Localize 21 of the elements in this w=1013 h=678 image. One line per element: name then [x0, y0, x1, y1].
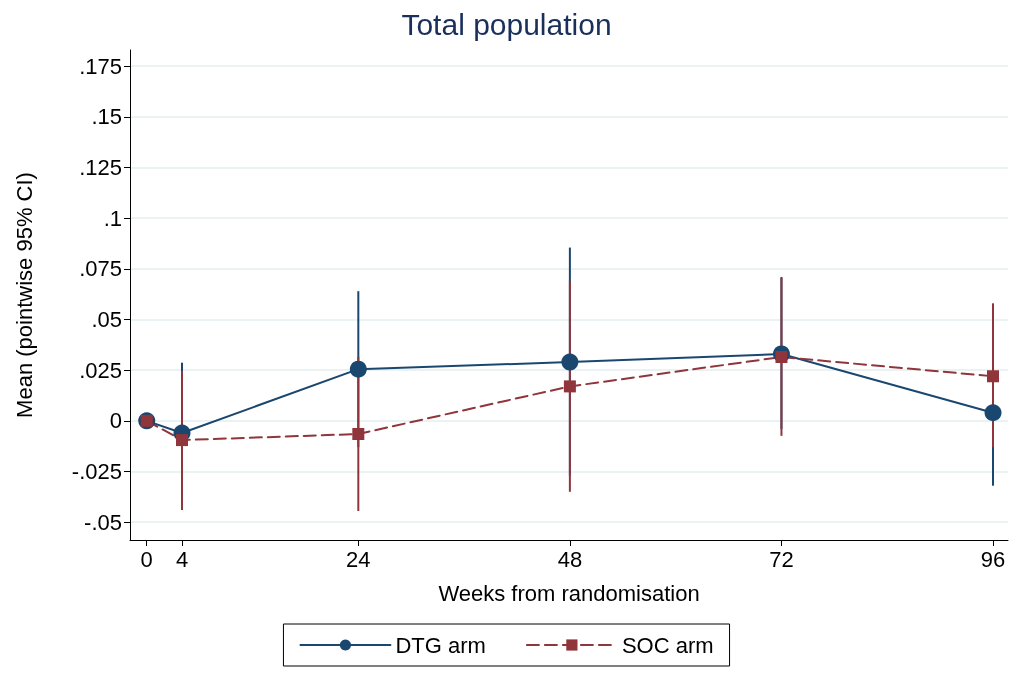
y-tick-label: .075	[79, 256, 122, 282]
x-axis-title: Weeks from randomisation	[438, 580, 700, 606]
y-tick-label: 0	[109, 408, 122, 434]
y-tick-label: .175	[79, 53, 122, 79]
y-axis-title: Mean (pointwise 95% CI)	[11, 172, 37, 418]
x-tick-label: 24	[346, 546, 371, 572]
y-tick-label: .025	[79, 357, 122, 383]
legend-label: SOC arm	[621, 632, 714, 658]
chart-title: Total population	[401, 7, 612, 41]
y-tick-label: .05	[91, 307, 122, 333]
x-tick-label: 48	[557, 546, 583, 572]
y-tick-label: -.05	[84, 509, 122, 535]
x-tick-label: 0	[140, 546, 153, 572]
x-tick-label: 72	[769, 546, 794, 572]
y-tick-label: .125	[79, 155, 122, 181]
y-tick-label: .15	[91, 104, 122, 130]
x-tick-label: 4	[175, 546, 189, 572]
x-tick-label: 96	[980, 546, 1006, 572]
y-tick-label: -.025	[71, 459, 122, 485]
legend-label: DTG arm	[395, 632, 486, 658]
y-tick-label: .1	[103, 205, 122, 231]
